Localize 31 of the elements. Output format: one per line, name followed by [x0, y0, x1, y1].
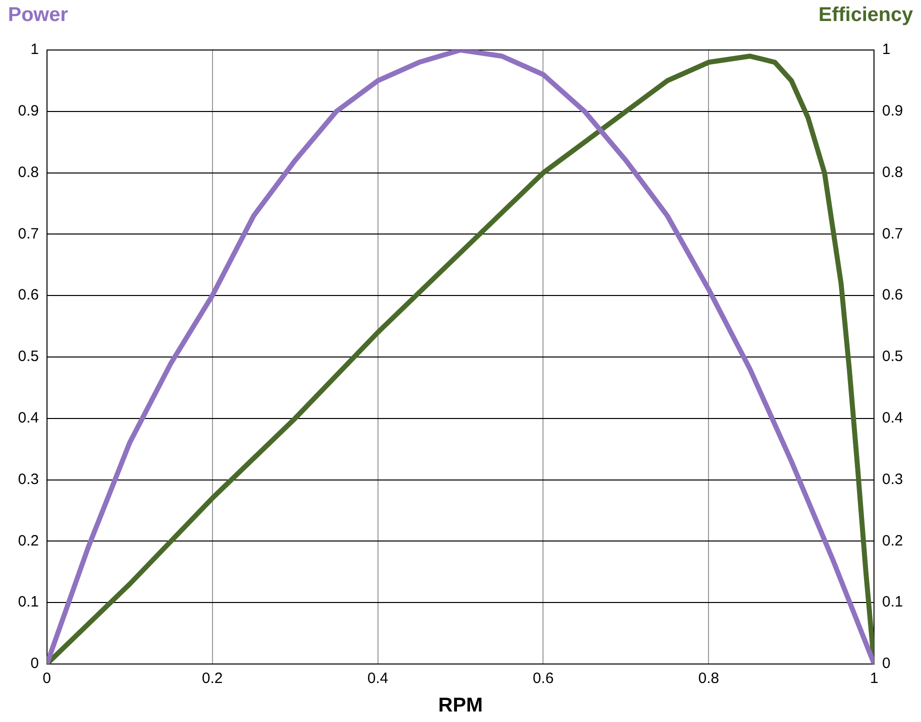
y-tick-label: 1 [30, 41, 39, 58]
y-axis-title: Power [8, 4, 68, 27]
x-tick-label: 0 [42, 670, 52, 688]
y-tick-label: 0.1 [18, 594, 39, 611]
y2-tick-label: 0.8 [882, 164, 904, 181]
y2-tick-label: 0.3 [882, 470, 904, 488]
y2-axis-title: Efficiency [818, 4, 913, 27]
x-tick-label: 0.8 [698, 670, 720, 688]
x-axis-title: RPM [438, 694, 483, 717]
y-tick-label: 0 [30, 655, 39, 672]
x-tick-label: 1 [870, 670, 878, 688]
y2-tick-label: 0.4 [882, 410, 904, 427]
y2-tick-label: 0.1 [882, 594, 904, 611]
y2-tick-label: 0.7 [882, 225, 904, 242]
y2-tick-label: 0.6 [882, 286, 904, 304]
x-tick-label: 0.6 [532, 670, 554, 688]
y2-tick-label: 0.9 [882, 102, 904, 120]
y-tick-label: 0.9 [18, 102, 39, 120]
y-tick-label: 0.3 [18, 470, 39, 488]
y2-tick-label: 0.2 [882, 532, 904, 550]
y-tick-label: 0.7 [18, 225, 39, 242]
y2-tick-label: 1 [882, 41, 890, 58]
x-tick-label: 0.4 [367, 670, 388, 688]
y-tick-label: 0.2 [18, 532, 39, 550]
y-tick-label: 0.5 [18, 348, 39, 366]
y-tick-label: 0.4 [18, 410, 39, 427]
x-tick-label: 0.2 [202, 670, 223, 688]
y2-tick-label: 0 [882, 655, 890, 672]
y-tick-label: 0.8 [18, 164, 39, 181]
y2-tick-label: 0.5 [882, 348, 904, 366]
y-tick-label: 0.6 [18, 286, 39, 304]
